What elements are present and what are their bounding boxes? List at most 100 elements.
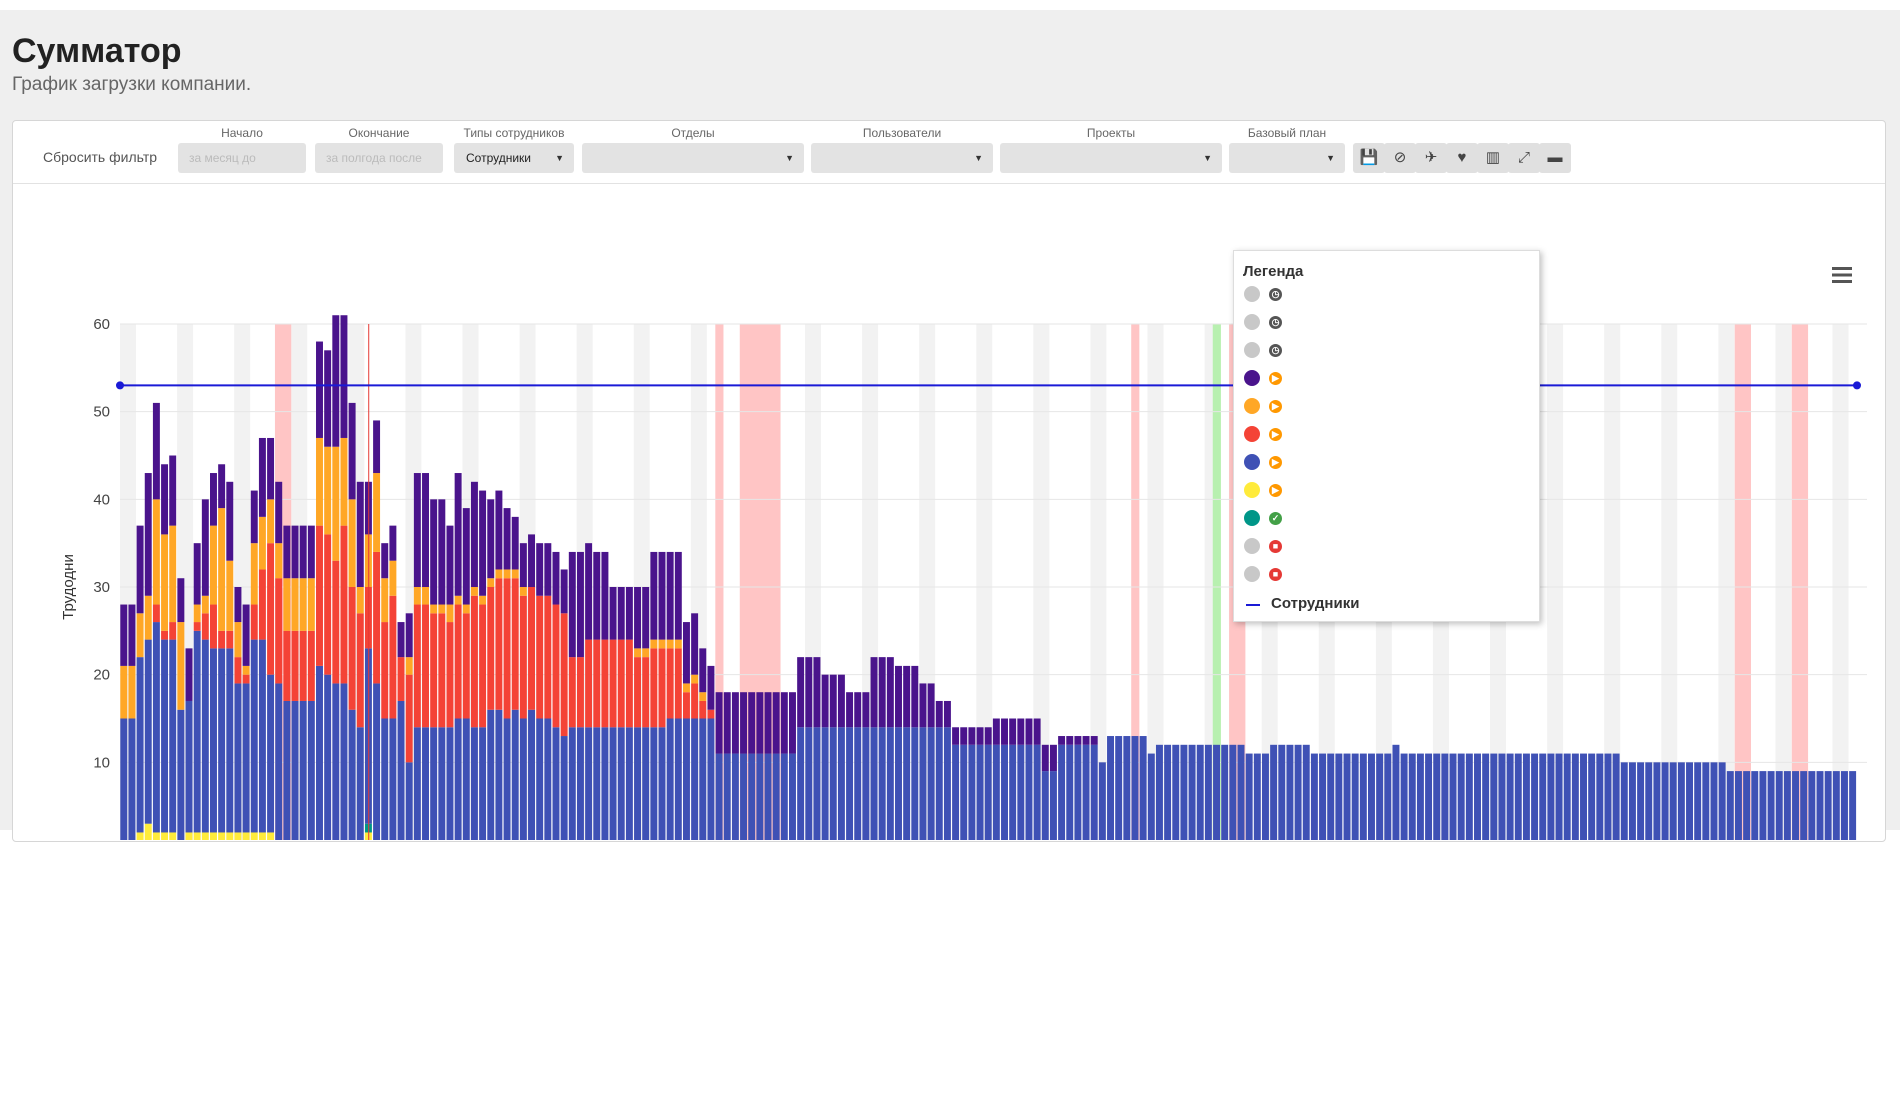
bar-segment [1147,753,1155,840]
bar-segment [1604,753,1612,840]
airplane-icon[interactable]: ✈ [1415,143,1447,173]
weekend-band [1147,324,1164,840]
bar-segment [691,683,699,719]
bar-segment [373,551,381,684]
reset-filter-link[interactable]: Сбросить фильтр [43,149,158,165]
bar-segment [544,595,552,719]
bar-segment [805,727,813,840]
bar-segment [185,832,193,840]
legend-item[interactable]: ▶ [1244,423,1524,443]
bar-segment [731,753,739,840]
bar-segment [242,665,250,675]
bar-segment [1408,753,1416,840]
bar-segment [903,665,911,728]
bar-segment [544,718,552,840]
heart-pulse-icon[interactable]: ♥ [1446,143,1478,173]
fullscreen-icon[interactable]: ⤢ [1508,143,1540,173]
bar-segment [625,639,633,728]
bar-segment [943,727,951,840]
projects-select[interactable]: ▼ [1000,143,1222,173]
bar-segment [234,587,242,623]
bar-segment [642,657,650,728]
bar-segment [1221,744,1229,840]
bar-segment [699,718,707,840]
eye-off-icon[interactable]: ⊘ [1384,143,1416,173]
bar-segment [438,727,446,840]
weekend-band [1090,324,1107,840]
legend-item[interactable]: ▶ [1244,451,1524,471]
bar-segment [764,692,772,754]
bar-segment [821,727,829,840]
save-icon[interactable]: 💾 [1353,143,1385,173]
bar-segment [1653,762,1661,840]
legend-item[interactable]: ▶ [1244,479,1524,499]
y-tick-label: 40 [93,491,110,508]
bar-segment [258,639,266,833]
legend-item[interactable]: ■ [1244,535,1524,555]
legend-item-employees[interactable]: Сотрудники [1244,594,1524,614]
bar-segment [169,622,177,640]
bar-segment [740,692,748,754]
legend-item[interactable]: ◷ [1244,339,1524,359]
bar-segment [487,578,495,587]
bar-segment [1392,744,1400,840]
legend-item[interactable]: ■ [1244,563,1524,583]
employee-types-select[interactable]: Сотрудники ▼ [454,143,574,173]
bar-segment [120,665,128,719]
start-label: Начало [221,126,263,140]
bar-segment [348,499,356,587]
bar-segment [397,700,405,840]
bar-segment [226,630,234,649]
bar-segment [1107,736,1115,840]
bar-segment [226,832,234,840]
bar-segment [226,481,234,561]
bar-segment [837,674,845,728]
legend-item[interactable]: ◷ [1244,311,1524,331]
bar-segment [797,727,805,840]
end-date-input[interactable]: за полгода после [315,143,443,173]
bar-segment [267,674,275,833]
bar-segment [723,753,731,840]
bar-segment [650,639,658,649]
bar-segment [242,604,250,666]
bar-segment [1139,736,1147,840]
legend-item[interactable]: ✓ [1244,507,1524,527]
bar-segment [1319,753,1327,840]
bar-segment [373,473,381,552]
bar-segment [699,648,707,693]
bar-segment [446,604,454,623]
bar-segment [1098,762,1106,840]
bar-segment [1775,771,1783,840]
start-date-input[interactable]: за месяц до [178,143,306,173]
bar-segment [1066,736,1074,745]
bar-segment [854,692,862,728]
legend-item[interactable]: ▶ [1244,367,1524,387]
bar-segment [1058,744,1066,840]
legend-title: Легенда [1243,263,1304,280]
bar-segment [1425,753,1433,840]
end-label: Окончание [348,126,410,140]
bar-segment [389,595,397,719]
hamburger-menu-icon[interactable] [1831,264,1853,286]
legend-item[interactable]: ◷ [1244,283,1524,303]
bar-segment [1066,744,1074,840]
bar-segment [895,727,902,840]
bar-segment [1840,771,1848,840]
bar-segment [560,613,568,737]
bar-segment [283,525,291,579]
bar-segment [120,604,128,666]
bar-segment [397,622,405,658]
bar-segment [952,744,960,840]
baseline-select[interactable]: ▼ [1229,143,1345,173]
bar-segment [797,657,805,728]
bar-segment [267,437,275,500]
bar-segment [332,315,340,447]
bar-segment [552,727,560,840]
window-icon[interactable]: ▬ [1539,143,1571,173]
departments-select[interactable]: ▼ [582,143,804,173]
bar-chart-icon[interactable]: ▥ [1477,143,1509,173]
users-select[interactable]: ▼ [811,143,993,173]
bar-segment [511,709,519,840]
bar-segment [1155,744,1163,840]
legend-item[interactable]: ▶ [1244,395,1524,415]
